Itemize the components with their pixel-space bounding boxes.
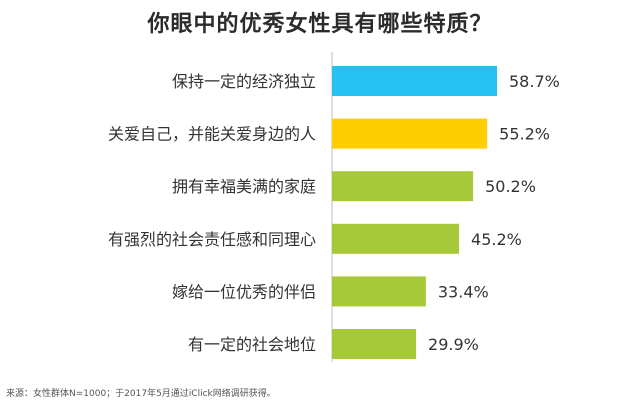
bar xyxy=(332,118,488,149)
value-label: 50.2% xyxy=(485,177,536,196)
value-label: 29.9% xyxy=(428,335,479,354)
category-label: 有一定的社会地位 xyxy=(188,335,316,354)
category-label: 关爱自己，并能关爱身边的人 xyxy=(108,125,316,144)
bar xyxy=(332,223,460,254)
value-label: 33.4% xyxy=(438,282,489,301)
category-label: 保持一定的经济独立 xyxy=(172,72,316,91)
bar xyxy=(332,276,426,307)
value-label: 58.7% xyxy=(509,72,560,91)
category-label: 嫁给一位优秀的伴侣 xyxy=(172,282,316,301)
value-label: 55.2% xyxy=(499,125,550,144)
source-note: 来源：女性群体N=1000；于2017年5月通过iClick网络调研获得。 xyxy=(6,389,276,399)
category-label: 拥有幸福美满的家庭 xyxy=(172,177,316,196)
chart-title: 你眼中的优秀女性具有哪些特质？ xyxy=(147,12,493,37)
category-label: 有强烈的社会责任感和同理心 xyxy=(108,230,316,249)
bar xyxy=(332,329,417,359)
value-label: 45.2% xyxy=(471,230,522,249)
bar xyxy=(332,66,497,96)
bar xyxy=(332,171,474,202)
